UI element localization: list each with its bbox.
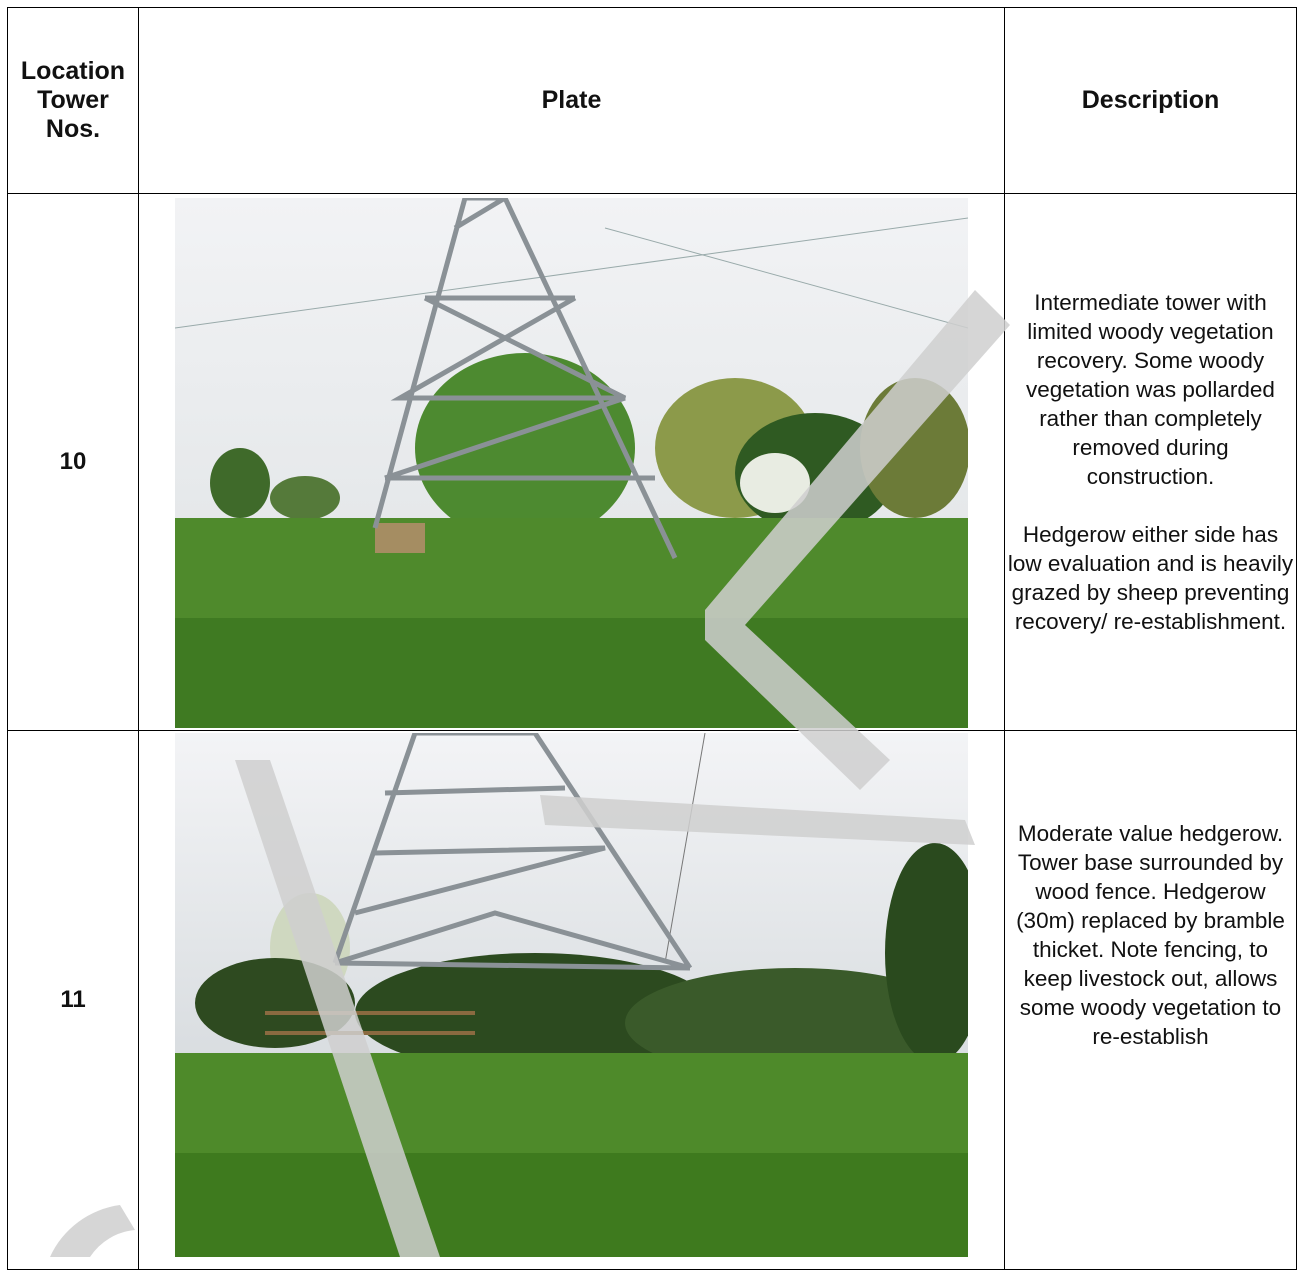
header-plate: Plate: [138, 7, 1005, 194]
header-location: Location Tower Nos.: [7, 7, 139, 194]
page: Location Tower Nos. Plate Description 10…: [0, 0, 1301, 1257]
description-paragraph: Moderate value hedgerow. Tower base surr…: [1007, 819, 1294, 1051]
description-paragraph: Hedgerow either side has low evaluation …: [1007, 520, 1294, 636]
location: 10: [7, 193, 139, 731]
photo: [175, 198, 968, 728]
description-paragraph: Intermediate tower with limited woody ve…: [1007, 288, 1294, 491]
location: 11: [7, 730, 139, 1270]
header-description: Description: [1004, 7, 1297, 194]
description: Intermediate tower with limited woody ve…: [1004, 193, 1297, 731]
description: Moderate value hedgerow. Tower base surr…: [1004, 730, 1297, 1270]
photo: [175, 733, 968, 1257]
